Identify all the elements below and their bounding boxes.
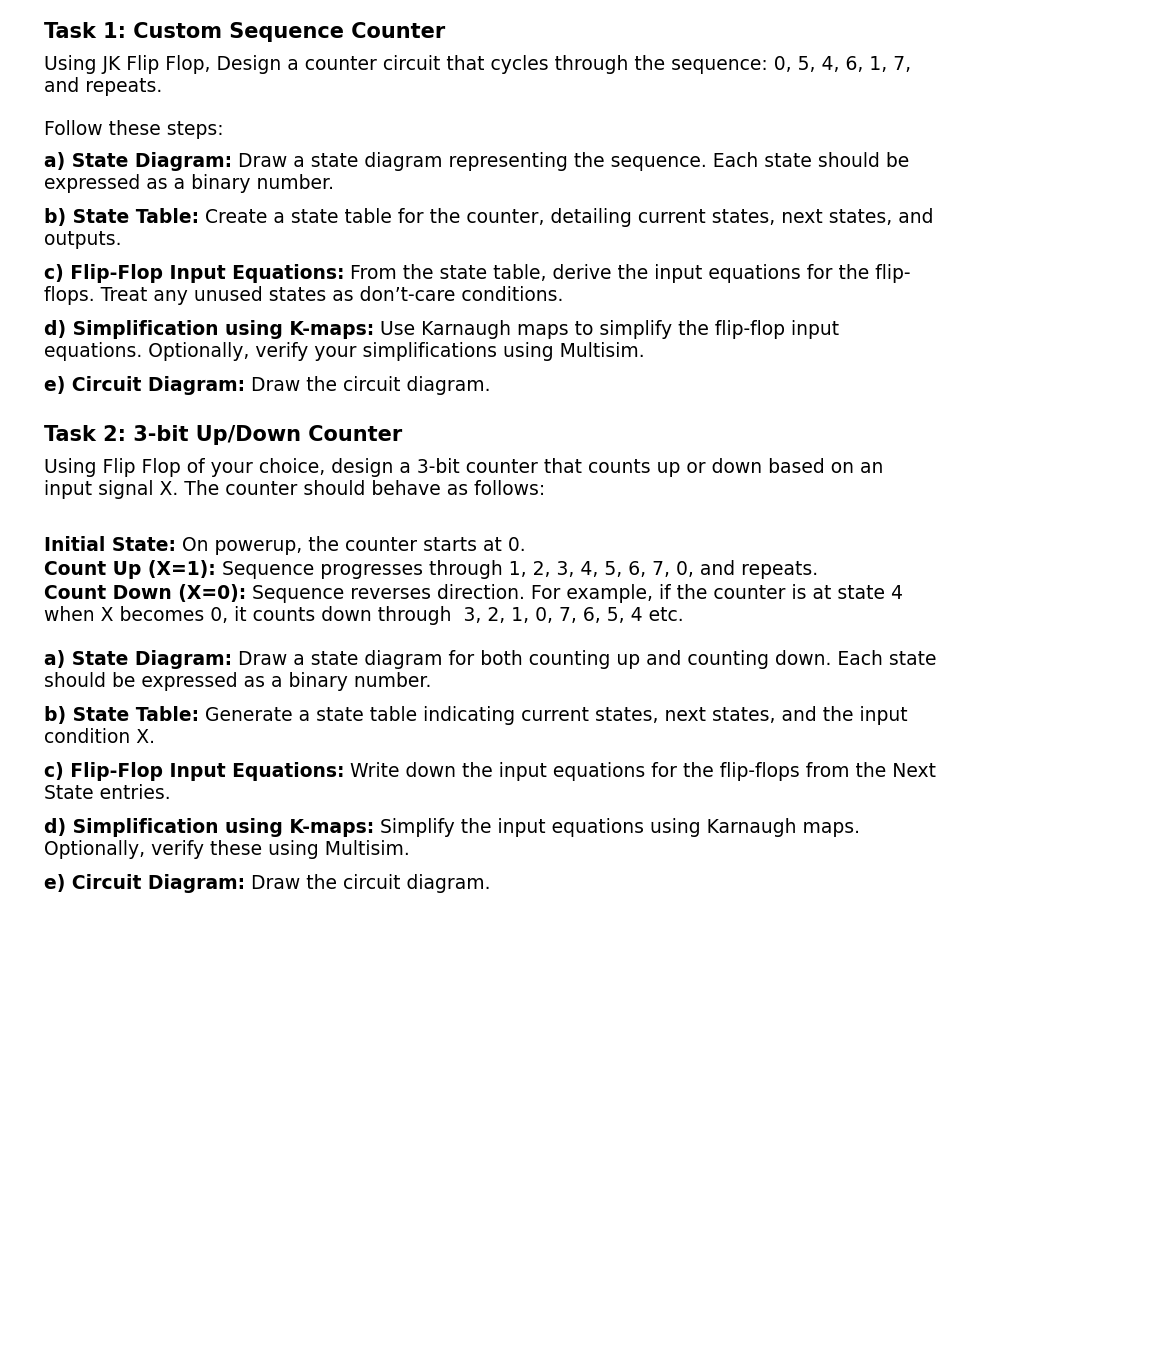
Text: Create a state table for the counter, detailing current states, next states, and: Create a state table for the counter, de…	[199, 208, 934, 227]
Text: a) State Diagram:: a) State Diagram:	[44, 650, 232, 669]
Text: c) Flip-Flop Input Equations:: c) Flip-Flop Input Equations:	[44, 761, 344, 780]
Text: Optionally, verify these using Multisim.: Optionally, verify these using Multisim.	[44, 840, 410, 859]
Text: State entries.: State entries.	[44, 785, 170, 804]
Text: On powerup, the counter starts at 0.: On powerup, the counter starts at 0.	[176, 537, 526, 554]
Text: d) Simplification using K-maps:: d) Simplification using K-maps:	[44, 819, 374, 838]
Text: Initial State:: Initial State:	[44, 537, 176, 554]
Text: Using JK Flip Flop, Design a counter circuit that cycles through the sequence: 0: Using JK Flip Flop, Design a counter cir…	[44, 54, 911, 74]
Text: Using Flip Flop of your choice, design a 3-bit counter that counts up or down ba: Using Flip Flop of your choice, design a…	[44, 458, 883, 477]
Text: expressed as a binary number.: expressed as a binary number.	[44, 174, 334, 193]
Text: Simplify the input equations using Karnaugh maps.: Simplify the input equations using Karna…	[374, 819, 860, 838]
Text: c) Flip-Flop Input Equations:: c) Flip-Flop Input Equations:	[44, 264, 344, 283]
Text: e) Circuit Diagram:: e) Circuit Diagram:	[44, 376, 245, 395]
Text: Sequence progresses through 1, 2, 3, 4, 5, 6, 7, 0, and repeats.: Sequence progresses through 1, 2, 3, 4, …	[216, 560, 818, 579]
Text: Use Karnaugh maps to simplify the flip-flop input: Use Karnaugh maps to simplify the flip-f…	[374, 320, 839, 339]
Text: Draw the circuit diagram.: Draw the circuit diagram.	[245, 376, 490, 395]
Text: equations. Optionally, verify your simplifications using Multisim.: equations. Optionally, verify your simpl…	[44, 342, 644, 361]
Text: Follow these steps:: Follow these steps:	[44, 120, 224, 139]
Text: Draw a state diagram for both counting up and counting down. Each state: Draw a state diagram for both counting u…	[232, 650, 936, 669]
Text: b) State Table:: b) State Table:	[44, 706, 199, 725]
Text: b) State Table:: b) State Table:	[44, 208, 199, 227]
Text: when X becomes 0, it counts down through  3, 2, 1, 0, 7, 6, 5, 4 etc.: when X becomes 0, it counts down through…	[44, 606, 684, 625]
Text: and repeats.: and repeats.	[44, 78, 162, 95]
Text: Draw a state diagram representing the sequence. Each state should be: Draw a state diagram representing the se…	[232, 153, 910, 172]
Text: Draw the circuit diagram.: Draw the circuit diagram.	[245, 874, 490, 893]
Text: Count Up (X=1):: Count Up (X=1):	[44, 560, 216, 579]
Text: From the state table, derive the input equations for the flip-: From the state table, derive the input e…	[344, 264, 911, 283]
Text: Generate a state table indicating current states, next states, and the input: Generate a state table indicating curren…	[199, 706, 907, 725]
Text: d) Simplification using K-maps:: d) Simplification using K-maps:	[44, 320, 374, 339]
Text: a) State Diagram:: a) State Diagram:	[44, 153, 232, 172]
Text: Count Down (X=0):: Count Down (X=0):	[44, 584, 246, 603]
Text: Task 2: 3-bit Up/Down Counter: Task 2: 3-bit Up/Down Counter	[44, 425, 402, 445]
Text: Sequence reverses direction. For example, if the counter is at state 4: Sequence reverses direction. For example…	[246, 584, 903, 603]
Text: condition X.: condition X.	[44, 729, 155, 746]
Text: outputs.: outputs.	[44, 230, 122, 249]
Text: Task 1: Custom Sequence Counter: Task 1: Custom Sequence Counter	[44, 22, 445, 42]
Text: Write down the input equations for the flip-flops from the Next: Write down the input equations for the f…	[344, 761, 936, 780]
Text: input signal X. The counter should behave as follows:: input signal X. The counter should behav…	[44, 479, 545, 498]
Text: e) Circuit Diagram:: e) Circuit Diagram:	[44, 874, 245, 893]
Text: should be expressed as a binary number.: should be expressed as a binary number.	[44, 671, 431, 691]
Text: flops. Treat any unused states as don’t-care conditions.: flops. Treat any unused states as don’t-…	[44, 286, 563, 305]
